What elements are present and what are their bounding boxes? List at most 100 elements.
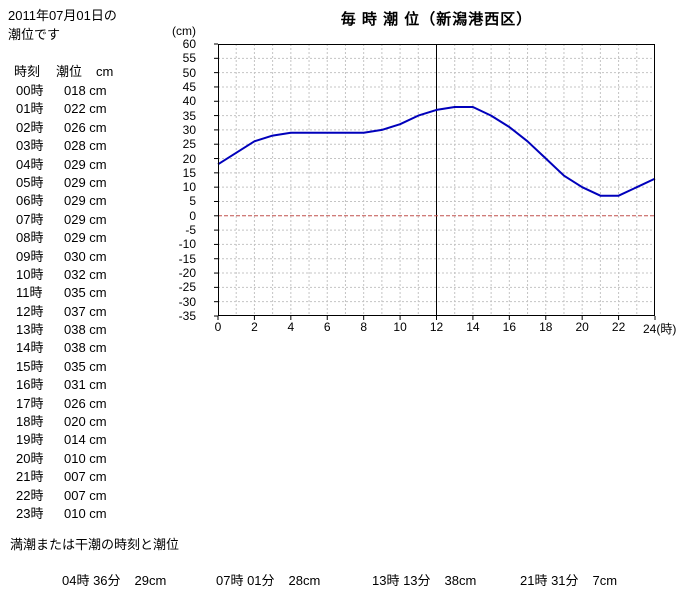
row-time: 10時 xyxy=(16,266,44,282)
row-time: 18時 xyxy=(16,414,44,430)
extreme-item: 13時 13分 38cm xyxy=(372,570,476,589)
row-time: 19時 xyxy=(16,432,44,448)
extreme-time: 21時 31分 xyxy=(520,573,579,588)
extremes-heading: 満潮または干潮の時刻と潮位 xyxy=(10,537,180,552)
y-tick-label: -20 xyxy=(178,266,196,281)
header-level: 潮位 xyxy=(56,64,83,79)
row-time: 14時 xyxy=(16,340,44,356)
row-level: 028 cm xyxy=(64,138,107,154)
row-time: 00時 xyxy=(16,83,44,98)
y-tick-label: 0 xyxy=(189,208,196,223)
extreme-time: 07時 01分 xyxy=(216,573,275,588)
table-row: 12時 037 cm xyxy=(12,303,113,321)
row-time: 02時 xyxy=(16,119,44,135)
hourly-rows: 00時 018 cm 01時 022 cm 02時 026 cm 03時 028 cm 04時 0… xyxy=(12,82,113,523)
table-row: 13時 038 cm xyxy=(12,321,113,339)
y-tick-label: 60 xyxy=(182,37,196,51)
row-level: 029 cm xyxy=(64,174,107,190)
row-level: 032 cm xyxy=(64,266,107,282)
x-tick-label: 0 xyxy=(214,320,222,334)
table-row: 06時 029 cm xyxy=(12,192,113,210)
y-tick-label: 5 xyxy=(189,194,196,209)
row-time: 06時 xyxy=(16,193,44,209)
table-row: 16時 031 cm xyxy=(12,376,113,394)
row-time: 20時 xyxy=(16,450,44,466)
table-row: 08時 029 cm xyxy=(12,229,113,247)
y-tick-label: 45 xyxy=(182,79,196,94)
table-row: 18時 020 cm xyxy=(12,413,113,431)
y-tick-label: 30 xyxy=(182,122,196,137)
x-tick-label: 8 xyxy=(360,320,367,334)
extremes-row: 04時 36分 29cm 07時 01分 28cm 13時 13分 38cm 21時 31分… xyxy=(0,570,697,588)
row-time: 12時 xyxy=(16,303,44,319)
row-time: 04時 xyxy=(16,156,44,172)
hourly-tide-table: 時刻 潮位 cm 00時 018 cm 01時 022 cm 02時 026 cm 03時 028… xyxy=(12,62,113,523)
row-time: 05時 xyxy=(16,174,44,190)
x-tick-label: 22 xyxy=(611,320,626,334)
row-time: 01時 xyxy=(16,101,44,117)
y-tick-label: -25 xyxy=(178,280,196,295)
row-time: 13時 xyxy=(16,322,44,338)
plot-border xyxy=(218,44,655,316)
date-note: 2011年07月01日の 潮位です xyxy=(8,6,117,44)
row-level: 030 cm xyxy=(64,248,107,264)
header-time: 時刻 xyxy=(14,64,41,79)
x-tick-label: 16 xyxy=(502,320,516,334)
header-unit: cm xyxy=(96,64,114,79)
row-time: 22時 xyxy=(16,487,44,503)
row-time: 23時 xyxy=(16,505,44,521)
table-row: 17時 026 cm xyxy=(12,395,113,413)
x-tick-label: 12 xyxy=(429,320,444,334)
row-level: 038 cm xyxy=(64,322,107,338)
y-tick-label: -30 xyxy=(178,294,196,309)
row-time: 07時 xyxy=(16,211,44,227)
date-note-line2: 潮位です xyxy=(8,27,61,42)
y-tick-label: 55 xyxy=(182,51,196,66)
row-time: 17時 xyxy=(16,395,44,411)
row-time: 16時 xyxy=(16,377,44,393)
row-time: 09時 xyxy=(16,248,44,264)
x-tick-labels: 0 2 4 6 8 10 12 14 16 18 20 22 xyxy=(215,320,655,336)
table-row: 19時 014 cm xyxy=(12,431,113,449)
x-tick-label: 6 xyxy=(323,320,331,334)
y-tick-label: -15 xyxy=(178,251,196,266)
tide-chart xyxy=(214,43,656,320)
extreme-item: 04時 36分 29cm xyxy=(62,570,166,589)
x-tick-label: 14 xyxy=(466,320,480,334)
y-tick-label: 50 xyxy=(182,65,196,80)
y-tick-label: 15 xyxy=(182,165,196,180)
x-axis-end-label: 24(時) xyxy=(643,322,677,336)
y-tick-label: -5 xyxy=(185,223,196,238)
x-tick-label: 10 xyxy=(393,320,407,334)
table-row: 20時 010 cm xyxy=(12,450,113,468)
row-time: 11時 xyxy=(16,285,43,301)
x-tick-label: 20 xyxy=(575,320,589,334)
x-tick-label: 4 xyxy=(287,320,295,334)
row-level: 007 cm xyxy=(64,469,107,485)
row-level: 035 cm xyxy=(64,285,107,301)
extreme-item: 21時 31分 7cm xyxy=(520,570,617,589)
row-level: 031 cm xyxy=(64,377,107,393)
row-time: 08時 xyxy=(16,230,44,246)
table-row: 21時 007 cm xyxy=(12,468,113,486)
table-row: 07時 029 cm xyxy=(12,211,113,229)
row-level: 037 cm xyxy=(64,303,107,319)
row-level: 010 cm xyxy=(64,505,107,521)
row-level: 035 cm xyxy=(64,358,107,374)
table-row: 23時 010 cm xyxy=(12,505,113,523)
extreme-level: 38cm xyxy=(444,573,477,588)
y-tick-label: 40 xyxy=(182,94,196,109)
x-tick-label: 2 xyxy=(251,320,258,334)
table-row: 05時 029 cm xyxy=(12,174,113,192)
row-level: 029 cm xyxy=(64,193,107,209)
extreme-level: 29cm xyxy=(134,573,167,588)
row-time: 21時 xyxy=(16,469,44,485)
table-row: 02時 026 cm xyxy=(12,119,113,137)
chart-title: 毎 時 潮 位（新潟港西区） xyxy=(340,11,533,28)
row-level: 010 cm xyxy=(64,450,107,466)
row-level: 022 cm xyxy=(64,101,107,117)
table-row: 04時 029 cm xyxy=(12,156,113,174)
table-row: 22時 007 cm xyxy=(12,487,113,505)
row-level: 026 cm xyxy=(64,119,107,135)
y-tick-label: 25 xyxy=(182,137,196,152)
